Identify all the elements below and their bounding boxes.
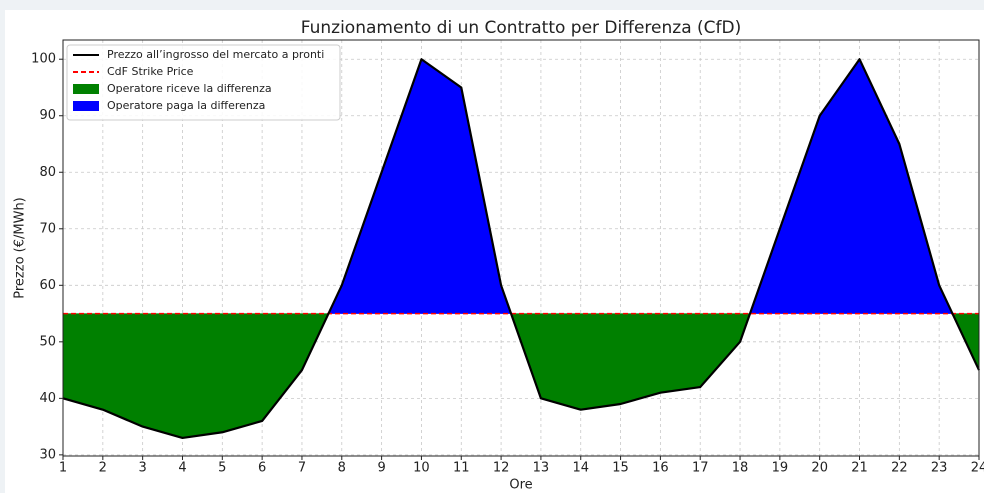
- x-tick-label: 1: [59, 461, 67, 476]
- x-tick-label: 20: [811, 461, 828, 476]
- y-tick-label: 30: [39, 447, 56, 462]
- y-tick-label: 80: [39, 165, 56, 180]
- x-tick-label: 10: [413, 461, 430, 476]
- x-tick-label: 7: [298, 461, 306, 476]
- y-tick-label: 50: [39, 334, 56, 349]
- x-axis-label: Ore: [509, 478, 532, 493]
- x-tick-label: 5: [218, 461, 226, 476]
- x-tick-label: 17: [692, 461, 709, 476]
- legend-swatch: [73, 101, 99, 111]
- y-tick-label: 100: [31, 52, 56, 67]
- x-tick-label: 12: [493, 461, 510, 476]
- legend-label: Operatore riceve la differenza: [107, 82, 272, 95]
- x-tick-label: 2: [99, 461, 107, 476]
- y-tick-label: 60: [39, 278, 56, 293]
- x-tick-label: 4: [178, 461, 186, 476]
- price-line: [62, 58, 980, 440]
- x-tick-label: 3: [139, 461, 147, 476]
- legend-label: Operatore paga la differenza: [107, 99, 265, 112]
- x-tick-label: 19: [772, 461, 789, 476]
- y-axis-label: Prezzo (€/MWh): [13, 197, 28, 299]
- x-tick-label: 9: [377, 461, 385, 476]
- legend-swatch: [73, 84, 99, 94]
- x-tick-label: 16: [652, 461, 669, 476]
- x-tick-label: 21: [851, 461, 868, 476]
- x-tick-label: 14: [572, 461, 589, 476]
- x-tick-label: 15: [612, 461, 629, 476]
- x-tick-label: 24: [971, 461, 984, 476]
- x-tick-label: 23: [931, 461, 948, 476]
- x-tick-label: 11: [453, 461, 470, 476]
- y-tick-label: 40: [39, 391, 56, 406]
- x-tick-label: 8: [338, 461, 346, 476]
- legend-label: CdF Strike Price: [107, 65, 194, 78]
- legend-label: Prezzo all’ingrosso del mercato a pronti: [107, 48, 324, 61]
- chart-title: Funzionamento di un Contratto per Differ…: [301, 18, 741, 38]
- y-tick-label: 90: [39, 108, 56, 123]
- x-tick-label: 18: [732, 461, 749, 476]
- x-tick-label: 6: [258, 461, 266, 476]
- x-tick-label: 22: [891, 461, 908, 476]
- y-tick-label: 70: [39, 221, 56, 236]
- plot-frame: [62, 39, 980, 457]
- legend-box: [66, 44, 341, 121]
- x-tick-label: 13: [533, 461, 550, 476]
